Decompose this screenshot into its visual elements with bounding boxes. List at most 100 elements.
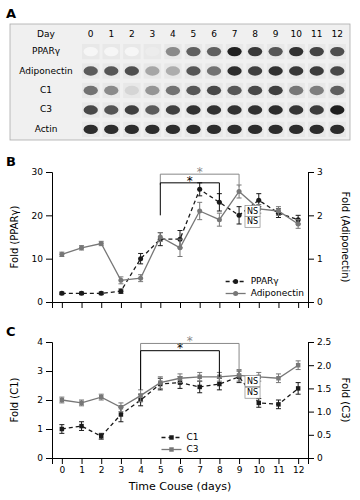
marker xyxy=(217,200,222,205)
bracket xyxy=(160,183,219,216)
marker xyxy=(276,402,280,406)
band xyxy=(207,125,221,134)
tick-mark xyxy=(82,458,83,464)
lane xyxy=(308,63,325,78)
tick: 0 xyxy=(37,453,52,463)
marker xyxy=(197,187,202,192)
marker xyxy=(60,398,64,402)
tick: 2 xyxy=(99,458,105,475)
tick: 10 xyxy=(32,254,52,264)
marker xyxy=(59,291,64,296)
error-bar xyxy=(59,397,64,403)
legend-marker xyxy=(169,435,173,439)
tick-mark xyxy=(46,172,52,173)
band xyxy=(186,125,200,134)
lane xyxy=(205,63,222,78)
lane xyxy=(287,44,304,59)
legend-entry: C3 xyxy=(161,444,198,454)
legend-marker xyxy=(169,447,173,451)
error-bar xyxy=(296,220,301,229)
lane xyxy=(308,102,325,117)
tick-mark xyxy=(46,458,52,459)
band xyxy=(248,86,262,95)
lane xyxy=(82,44,99,59)
marker xyxy=(99,241,104,246)
row-label: C1 xyxy=(40,85,52,95)
marker xyxy=(237,189,242,194)
legend-label: PPARγ xyxy=(251,276,280,286)
lane xyxy=(164,44,181,59)
marker xyxy=(237,213,242,218)
band xyxy=(145,86,159,95)
lane xyxy=(267,122,284,137)
lane xyxy=(246,83,263,98)
y2-axis-title: Fold (Adiponectin) xyxy=(340,192,351,283)
tick-label: 0 xyxy=(59,465,65,475)
error-bar xyxy=(99,394,104,400)
tick: 0 xyxy=(59,458,65,475)
marker xyxy=(59,252,64,257)
tick xyxy=(278,302,279,308)
marker xyxy=(256,198,261,203)
tick: 6 xyxy=(178,458,184,475)
lane xyxy=(103,102,120,117)
tick: 2.5 xyxy=(308,337,331,347)
legend-entry: PPARγ xyxy=(226,276,280,286)
band xyxy=(166,125,180,134)
axis-line xyxy=(46,173,53,303)
error-bar xyxy=(217,213,222,226)
panel-label: B xyxy=(6,154,16,169)
lane xyxy=(123,102,140,117)
tick-mark xyxy=(308,259,314,260)
band xyxy=(227,47,241,56)
blot-frame xyxy=(10,24,350,140)
band xyxy=(145,105,159,114)
line-panel: 01020300123Fold (PPARγ)Fold (Adiponectin… xyxy=(6,154,351,308)
lane xyxy=(123,122,140,137)
tick-mark xyxy=(160,458,161,464)
marker xyxy=(60,427,64,431)
lane xyxy=(205,102,222,117)
day-label: 2 xyxy=(129,29,135,39)
tick-mark xyxy=(219,458,220,464)
annotation-box xyxy=(245,387,260,398)
annotations: **NSNS xyxy=(141,334,260,398)
y-axis-title: Fold (C1) xyxy=(9,377,20,422)
tick-mark xyxy=(239,458,240,464)
band xyxy=(186,66,200,75)
band xyxy=(84,105,98,114)
tick-mark xyxy=(62,458,63,464)
band xyxy=(186,86,200,95)
tick-label: 0 xyxy=(37,297,43,307)
lane xyxy=(82,83,99,98)
band xyxy=(145,66,159,75)
marker xyxy=(296,221,301,226)
tick: 0.5 xyxy=(308,430,331,440)
marker xyxy=(197,208,202,213)
axis-line xyxy=(46,343,53,459)
series-line xyxy=(62,365,298,407)
tick: 9 xyxy=(237,458,243,475)
lane xyxy=(308,44,325,59)
error-bar xyxy=(99,433,104,439)
axis-line xyxy=(53,303,309,309)
lane xyxy=(226,63,243,78)
band xyxy=(227,105,241,114)
tick-label: 0 xyxy=(317,453,323,463)
series-line xyxy=(62,377,298,436)
band xyxy=(330,66,344,75)
blot-panel: ADay0123456789101112PPARγAdiponectinC1C3… xyxy=(6,6,350,140)
tick-mark xyxy=(308,342,314,343)
lane xyxy=(123,44,140,59)
marker xyxy=(276,208,281,213)
band xyxy=(186,105,200,114)
band xyxy=(330,105,344,114)
line-panel: 01234567891011120123400.51.01.52.02.5Fol… xyxy=(6,324,351,493)
y-axis: 01234 xyxy=(37,337,52,463)
band xyxy=(248,47,262,56)
error-bar xyxy=(276,400,281,409)
error-bar xyxy=(118,403,123,412)
band xyxy=(84,125,98,134)
lane xyxy=(185,102,202,117)
tick: 3 xyxy=(119,458,125,475)
